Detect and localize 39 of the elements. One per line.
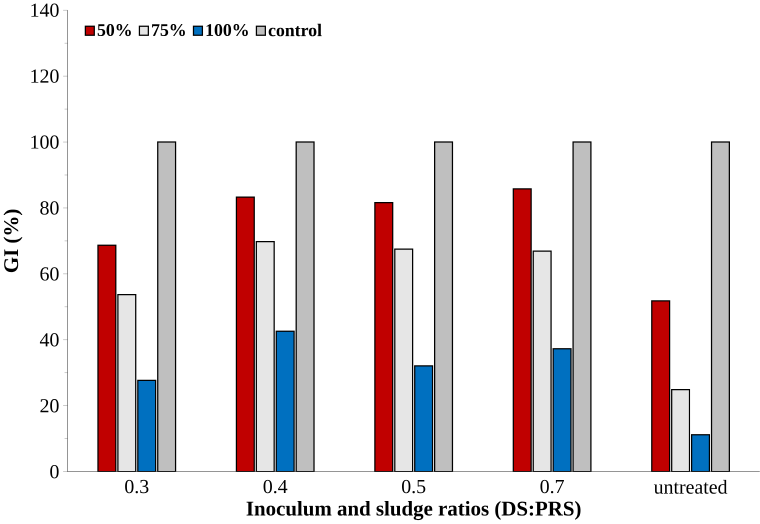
bar — [394, 248, 414, 472]
bar — [236, 196, 255, 472]
y-tick-label: 0 — [50, 465, 59, 479]
y-tick-label: 140 — [31, 4, 59, 18]
bar — [137, 380, 156, 472]
bar — [97, 244, 116, 472]
y-tick-label: 80 — [40, 201, 59, 215]
bar — [532, 250, 552, 472]
legend-label: 100% — [206, 24, 248, 36]
y-axis-title: GI (%) — [3, 210, 22, 272]
x-axis-title: Inoculum and sludge ratios (DS:PRS) — [246, 501, 581, 520]
legend-label: control — [268, 24, 322, 37]
x-tick-label: 0.7 — [540, 480, 564, 494]
y-tick-label: 120 — [31, 70, 59, 84]
bar — [512, 188, 532, 472]
bar — [434, 142, 454, 472]
bar — [296, 142, 315, 472]
bar — [414, 365, 434, 472]
x-tick-label: untreated — [654, 480, 728, 494]
bar — [552, 348, 572, 472]
bar — [374, 202, 394, 472]
legend-label: 75% — [152, 24, 185, 36]
x-tick-label: 0.4 — [264, 480, 288, 494]
y-tick-label: 60 — [40, 267, 59, 281]
bar — [157, 142, 176, 472]
bar — [276, 330, 295, 472]
bar — [671, 389, 690, 472]
bar — [651, 300, 670, 472]
y-tick-label: 40 — [40, 333, 59, 347]
bar — [710, 142, 730, 472]
bar — [572, 142, 592, 472]
bar — [690, 434, 710, 472]
x-tick-label: 0.3 — [125, 480, 148, 494]
y-tick-label: 20 — [40, 399, 59, 413]
bar — [117, 294, 136, 472]
bar — [256, 241, 275, 472]
legend-label: 50% — [98, 24, 131, 36]
x-tick-label: 0.5 — [402, 480, 426, 494]
y-tick-label: 100 — [31, 136, 59, 149]
